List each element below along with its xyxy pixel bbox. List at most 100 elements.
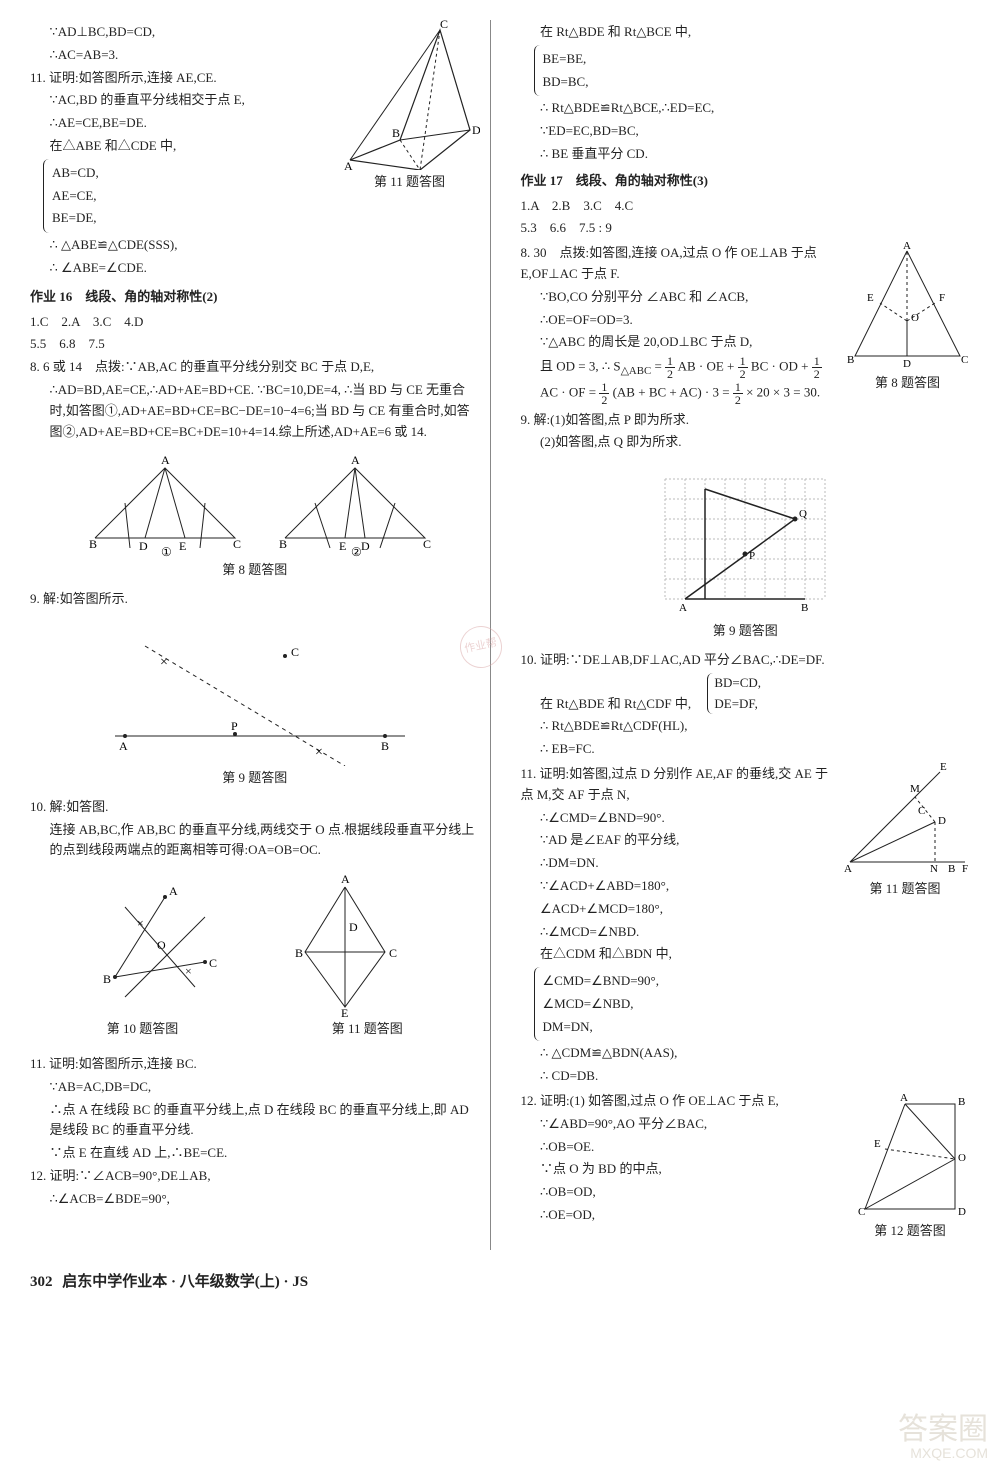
watermark-line: 答案圈 [898, 1413, 988, 1446]
text: ∴∠MCD=∠NBD. [521, 922, 833, 943]
text: 解:如答图所示. [43, 591, 128, 606]
svg-text:F: F [939, 292, 945, 304]
page: ∵AD⊥BC,BD=CD, ∴AC=AB=3. 11. 证明:如答图所示,连接 … [30, 20, 970, 1250]
right-column: 在 Rt△BDE 和 Rt△BCE 中, BE=BE, BD=BC, ∴ Rt△… [511, 20, 971, 1250]
text: 证明:如答图,过点 D 分别作 AE,AF 的垂线,交 AE 于点 M,交 AF… [521, 766, 829, 802]
text: ∴ EB=FC. [521, 739, 971, 760]
text: ∴点 A 在线段 BC 的垂直平分线上,点 D 在线段 BC 的垂直平分线上,即… [30, 1100, 480, 1142]
label: 11. [521, 766, 537, 781]
text: ∴∠CMD=∠BND=90°. [521, 808, 833, 829]
text: ∠ACD+∠MCD=180°, [521, 899, 833, 920]
answers: 1.C 2.A 3.C 4.D [30, 312, 480, 333]
footer: 302 启东中学作业本 · 八年级数学(上) · JS [30, 1270, 970, 1294]
svg-text:D: D [361, 539, 370, 553]
text: ∴ Rt△BDE≌Rt△CDF(HL), [521, 716, 971, 737]
text: BE=DE, [52, 208, 99, 229]
svg-text:×: × [315, 745, 323, 760]
text: 在 Rt△BDE 和 Rt△CDF 中, BD=CD, DE=DF, [521, 673, 971, 715]
svg-text:A: A [351, 453, 360, 467]
svg-text:O: O [958, 1152, 966, 1164]
watermark-line: MXQE.COM [898, 1446, 988, 1461]
text: 证明:如答图所示,连接 AE,CE. [49, 70, 217, 85]
text: ∴DM=DN. [521, 853, 833, 874]
text: ∴OB=OE. [521, 1137, 843, 1158]
svg-text:C: C [440, 20, 448, 31]
figure-q12r: A B O D C E 第 12 题答图 [850, 1089, 970, 1250]
text: ∵点 E 在直线 AD 上,∴BE=CE. [30, 1143, 480, 1164]
svg-text:A: A [341, 872, 350, 886]
svg-text:D: D [903, 358, 911, 370]
text: ∴ △ABE≌△CDE(SSS), [30, 235, 332, 256]
label: 12. [521, 1093, 537, 1108]
text: ∵ED=EC,BD=BC, [521, 121, 971, 142]
svg-text:②: ② [351, 545, 362, 558]
text: ∵点 O 为 BD 的中点, [521, 1159, 843, 1180]
text: 证明:(1) 如答图,过点 O 作 OE⊥AC 于点 E, [540, 1093, 779, 1108]
svg-text:C: C [918, 805, 925, 817]
svg-text:D: D [958, 1206, 966, 1218]
text: ∠CMD=∠BND=90°, [543, 971, 660, 992]
text: BD=CD, [714, 675, 761, 690]
label: 11. [30, 70, 46, 85]
text: 6 或 14 点拨:∵AB,AC 的垂直平分线分别交 BC 于点 D,E, [43, 359, 374, 374]
text: ∴ BE 垂直平分 CD. [521, 144, 971, 165]
text: ∴OE=OF=OD=3. [521, 310, 838, 331]
q10r: 10. 证明:∵DE⊥AB,DF⊥AC,AD 平分∠BAC,∴DE=DF. [521, 650, 971, 671]
caption: 第 9 题答图 [521, 621, 971, 642]
svg-text:×: × [160, 655, 168, 670]
svg-text:N: N [930, 863, 938, 875]
svg-text:A: A [161, 453, 170, 467]
svg-text:C: C [209, 956, 217, 970]
text: ∴∠ACB=∠BDE=90°, [30, 1189, 480, 1210]
svg-text:B: B [847, 354, 854, 366]
svg-text:B: B [801, 602, 808, 614]
text: ∴OE=OD, [521, 1205, 843, 1226]
text: 连接 AB,BC,作 AB,BC 的垂直平分线,两线交于 O 点.根据线段垂直平… [30, 820, 480, 862]
svg-text:B: B [381, 739, 389, 753]
text: ∵△ABC 的周长是 20,OD⊥BC 于点 D, [521, 332, 838, 353]
q9r: 9. 解:(1)如答图,点 P 即为所求. [521, 410, 971, 431]
stamp-icon: 作业帮 [456, 622, 506, 672]
svg-text:E: E [179, 539, 186, 553]
svg-text:A: A [679, 602, 687, 614]
svg-text:E: E [341, 1006, 348, 1017]
svg-text:C: C [961, 354, 968, 366]
svg-text:B: B [295, 946, 303, 960]
q11r: 11. 证明:如答图,过点 D 分别作 AE,AF 的垂线,交 AE 于点 M,… [521, 764, 833, 806]
svg-text:D: D [938, 815, 946, 827]
svg-text:D: D [139, 539, 148, 553]
figure-q11a: A B C D E 第 11 题答图 [340, 20, 480, 201]
label: 9. [521, 412, 531, 427]
text: 解:(1)如答图,点 P 即为所求. [534, 412, 690, 427]
watermark: 答案圈 MXQE.COM [898, 1413, 988, 1461]
q12r: 12. 证明:(1) 如答图,过点 O 作 OE⊥AC 于点 E, [521, 1091, 843, 1112]
text: ∴ CD=DB. [521, 1066, 833, 1087]
svg-text:O: O [157, 938, 166, 952]
label: 12. [30, 1168, 46, 1183]
svg-text:E: E [423, 167, 430, 170]
text: 在△ABE 和△CDE 中, [30, 136, 332, 157]
svg-text:C: C [233, 537, 241, 551]
svg-text:×: × [185, 964, 192, 978]
text: ∴ ∠ABE=∠CDE. [30, 258, 332, 279]
caption: 第 10 题答图 [107, 1019, 179, 1040]
svg-text:E: E [874, 1138, 881, 1150]
text: ∵AD 是∠EAF 的平分线, [521, 830, 833, 851]
text: ∠MCD=∠NBD, [543, 994, 660, 1015]
text: AB=CD, [52, 163, 99, 184]
figure-q9: A B C P × × 第 9 题答图 作业帮 [30, 616, 480, 789]
svg-text:B: B [958, 1096, 965, 1108]
svg-text:A: A [119, 739, 128, 753]
page-number: 302 [30, 1274, 53, 1290]
svg-text:C: C [423, 537, 431, 551]
text: AE=CE, [52, 186, 99, 207]
text: ∵∠ABD=90°,AO 平分∠BAC, [521, 1114, 843, 1135]
figure-q10-11: A B C O ×× A B C D [30, 867, 480, 1048]
text: 30 点拨:如答图,连接 OA,过点 O 作 OE⊥AB 于点 E,OF⊥AC … [521, 245, 817, 281]
caption: 第 9 题答图 [30, 768, 480, 789]
q8r: 8. 30 点拨:如答图,连接 OA,过点 O 作 OE⊥AB 于点 E,OF⊥… [521, 243, 838, 285]
q8: 8. 6 或 14 点拨:∵AB,AC 的垂直平分线分别交 BC 于点 D,E, [30, 357, 480, 378]
svg-text:Q: Q [799, 508, 807, 520]
svg-text:B: B [89, 537, 97, 551]
text: 在△CDM 和△BDN 中, [521, 944, 833, 965]
